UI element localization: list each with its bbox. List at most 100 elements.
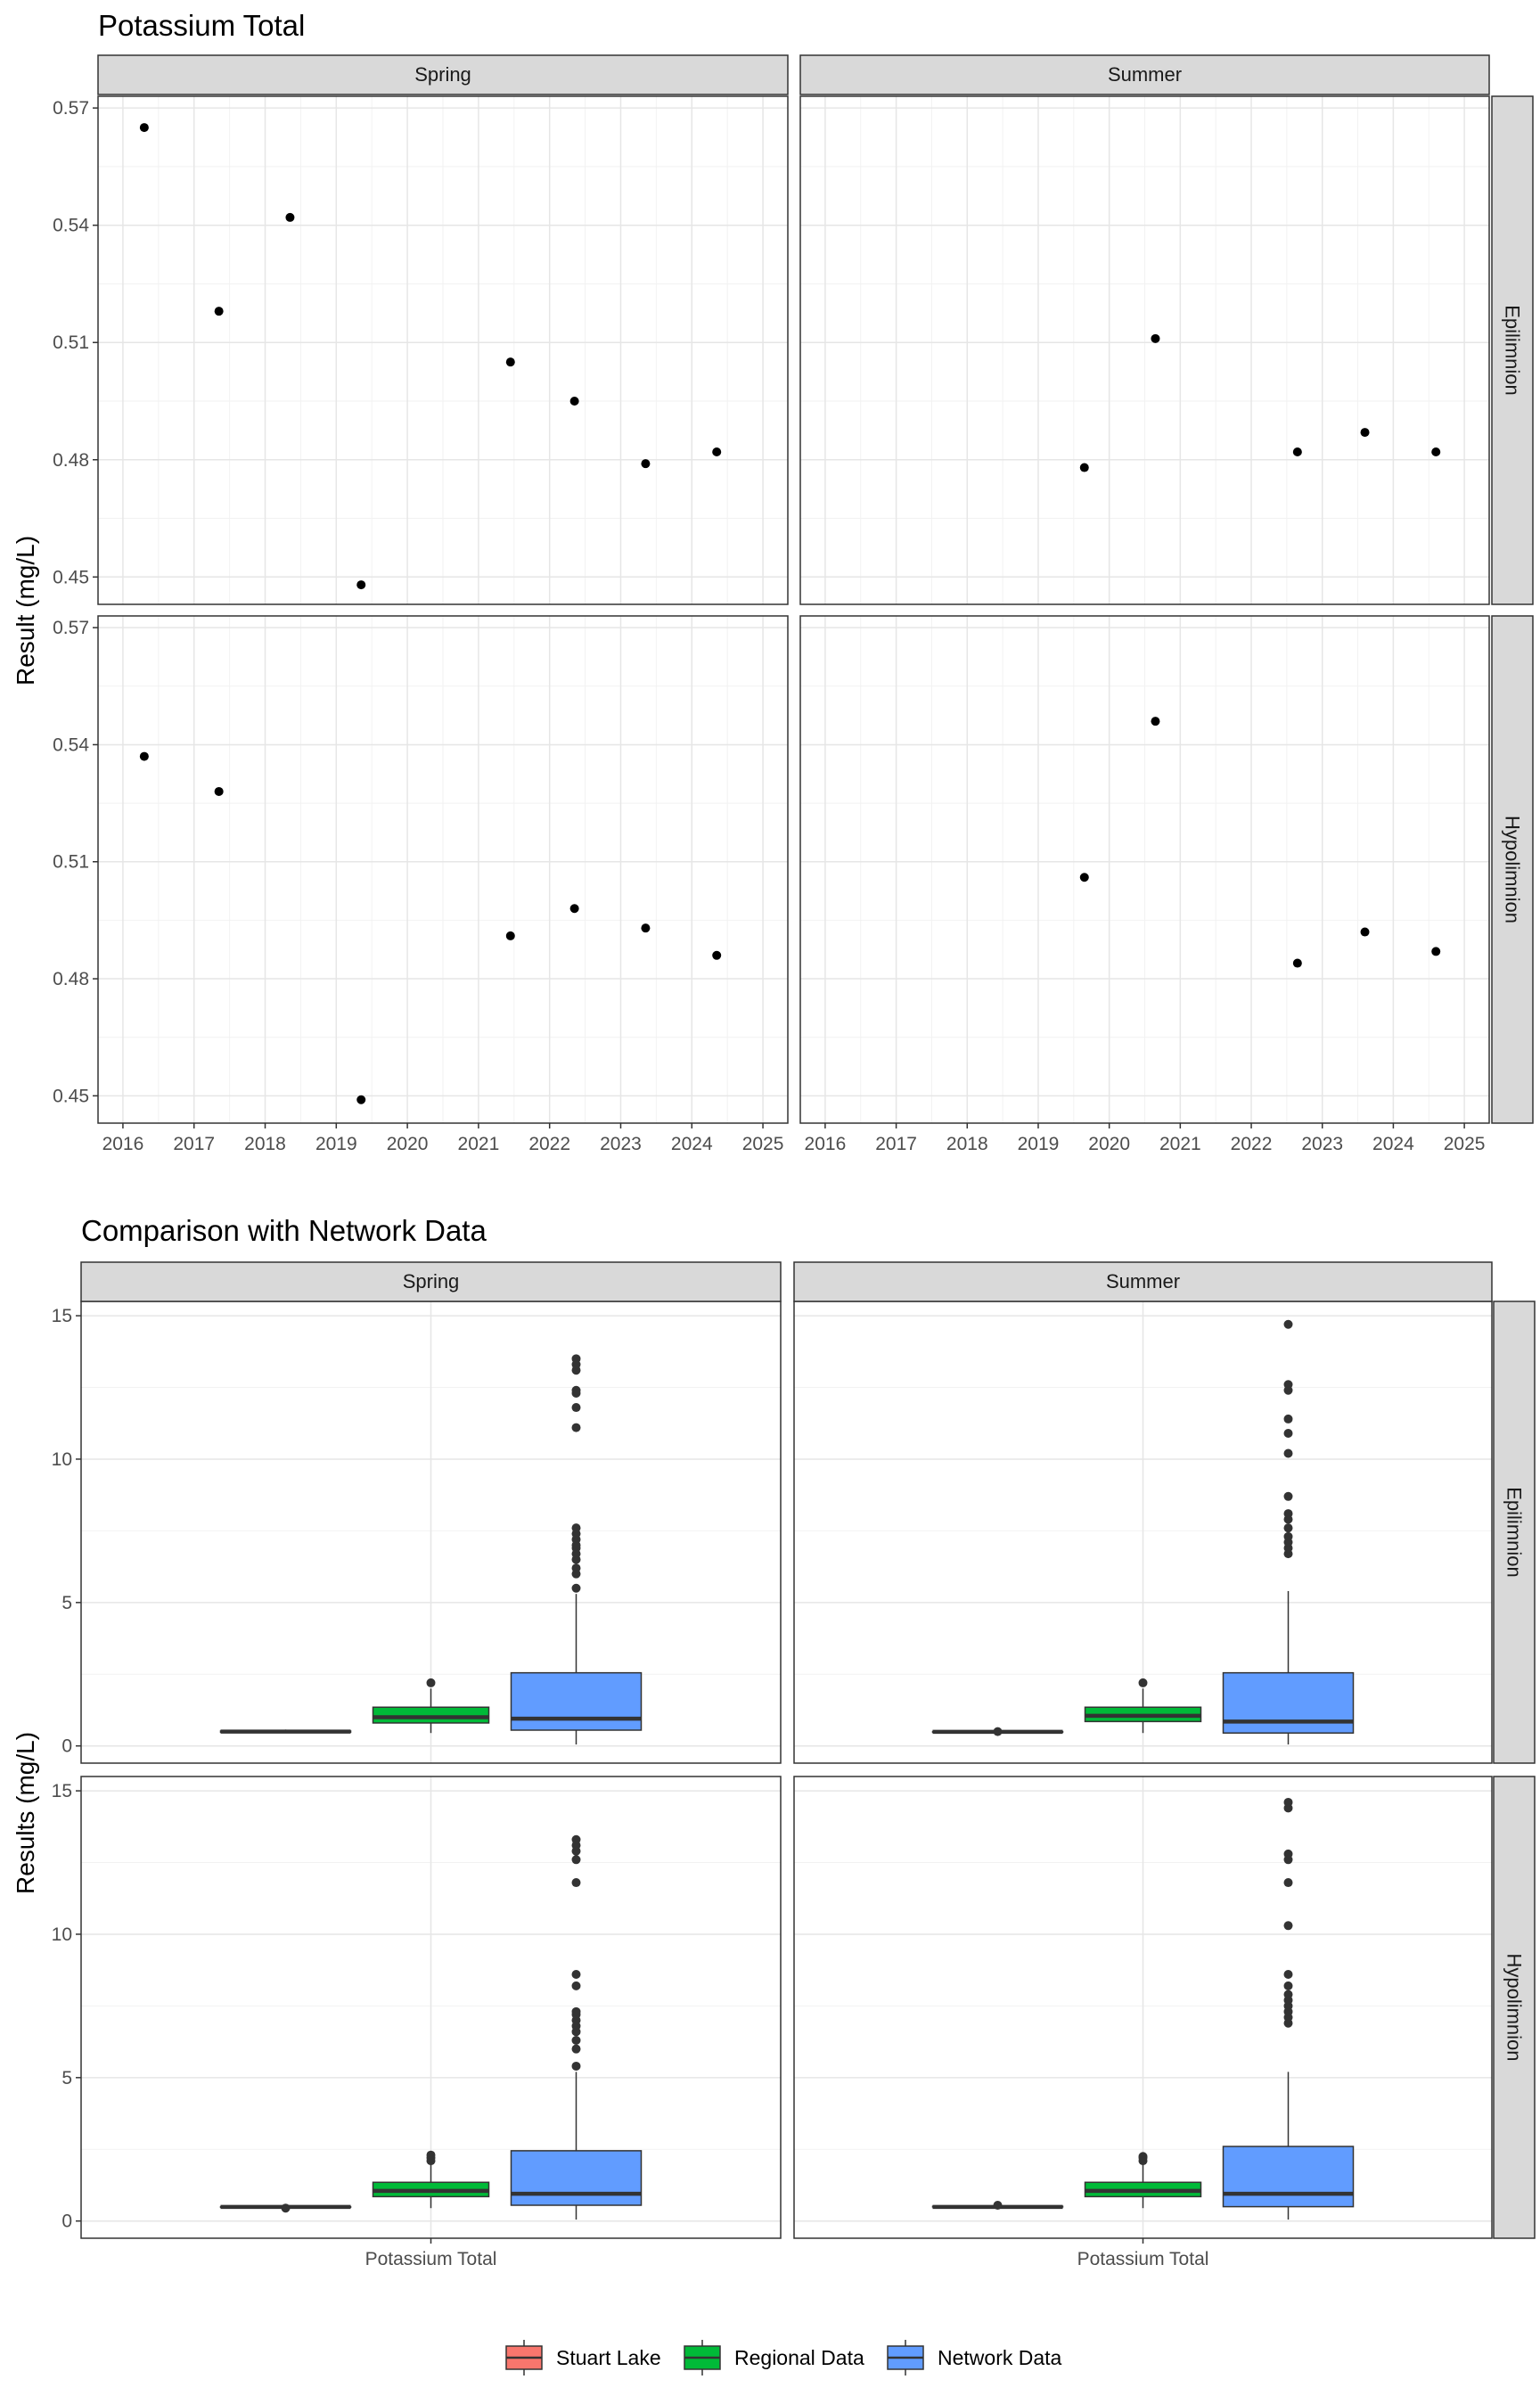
outlier-point (1283, 1981, 1293, 1990)
outlier-point (1283, 1523, 1293, 1533)
y-tick-label: 0.48 (53, 969, 89, 989)
boxplot-chart: Comparison with Network Data Results (mg… (12, 1214, 1536, 2269)
facet-strip-spring (80, 1261, 782, 1302)
facet-label: Summer (1106, 1270, 1180, 1292)
outlier-point (571, 1878, 581, 1888)
outlier-point (426, 2150, 436, 2160)
outlier-point (1283, 1531, 1293, 1541)
facet-label: Spring (414, 63, 471, 86)
facet-label: Spring (403, 1270, 460, 1292)
outlier-point (571, 1354, 581, 1364)
box-regional-data (372, 1678, 490, 1734)
box-stuart-lake (219, 1729, 352, 1734)
box-network-data (510, 1834, 643, 2220)
x-tick-label: 2019 (315, 1134, 357, 1154)
outlier-point (571, 1423, 581, 1432)
box-stuart-lake (931, 1727, 1064, 1736)
x-tick-label: 2023 (600, 1134, 642, 1154)
x-tick-label: 2016 (805, 1134, 847, 1154)
outlier-point (1138, 1678, 1148, 1687)
data-point (1431, 947, 1441, 956)
outlier-point (1283, 1849, 1293, 1859)
x-tick-label: 2018 (244, 1134, 286, 1154)
data-point (1360, 927, 1370, 937)
outlier-point (1283, 1921, 1293, 1931)
legend-label: Regional Data (734, 2346, 864, 2369)
box-stuart-lake (219, 2203, 352, 2213)
box-regional-data (1084, 2152, 1202, 2209)
box-network-data (1222, 1797, 1355, 2220)
facet-strip-spring (97, 54, 789, 95)
y-tick-label: 0.54 (53, 734, 89, 755)
box-iqr (510, 1671, 643, 1731)
facet-label: Hypolimnion (1503, 1953, 1526, 2061)
x-tick-label: 2021 (1159, 1134, 1201, 1154)
x-tick-label: 2022 (1231, 1134, 1273, 1154)
facet-label: Summer (1108, 63, 1182, 86)
outlier-point (1283, 1509, 1293, 1519)
y-tick-label: 0.54 (53, 216, 89, 236)
outlier-point (1283, 1970, 1293, 1979)
y-tick-label: 0.45 (53, 1086, 89, 1106)
chart-title: Comparison with Network Data (81, 1214, 487, 1247)
y-tick-label: 0.51 (53, 852, 89, 873)
y-tick-label: 0.51 (53, 332, 89, 353)
y-tick-label: 0.57 (53, 98, 89, 119)
data-point (569, 397, 579, 406)
outlier-point (571, 2044, 581, 2054)
outlier-point (1283, 1414, 1293, 1424)
data-point (569, 904, 579, 914)
x-tick-label: 2025 (1444, 1134, 1486, 1154)
outlier-point (571, 1855, 581, 1865)
facet-strip-hypolimnion (1491, 615, 1534, 1124)
outlier-point (993, 1727, 1003, 1736)
data-point (641, 923, 651, 933)
outlier-point (571, 1385, 581, 1395)
x-tick-label: 2018 (946, 1134, 988, 1154)
panel-border (97, 95, 789, 605)
y-tick-label: 0.48 (53, 450, 89, 471)
box-regional-data (372, 2150, 490, 2209)
y-tick-label: 5 (61, 1593, 72, 1613)
outlier-point (571, 2036, 581, 2045)
legend-item-regional-data: Regional Data (684, 2340, 864, 2375)
y-tick-label: 10 (52, 1449, 72, 1470)
chart-title: Potassium Total (98, 9, 305, 42)
data-point (356, 580, 366, 590)
legend-item-network-data: Network Data (887, 2340, 1062, 2375)
outlier-point (571, 1563, 581, 1573)
facet-label: Epilimnion (1503, 1487, 1526, 1578)
x-tick-label: 2017 (875, 1134, 917, 1154)
box-regional-data (1084, 1678, 1202, 1734)
box-stuart-lake (931, 2201, 1064, 2210)
legend-label: Network Data (938, 2346, 1062, 2369)
facet-strip-hypolimnion (1493, 1776, 1536, 2239)
data-point (139, 123, 149, 133)
x-tick-label: 2024 (1372, 1134, 1414, 1154)
data-point (1292, 958, 1302, 968)
outlier-point (426, 1678, 436, 1687)
y-axis-label: Results (mg/L) (12, 1732, 39, 1894)
data-point (1292, 447, 1302, 456)
facet-strip-summer (793, 1261, 1493, 1302)
outlier-point (571, 1981, 581, 1990)
data-point (641, 459, 651, 469)
data-point (356, 1095, 366, 1104)
box-iqr (1222, 2146, 1355, 2208)
outlier-point (571, 1403, 581, 1413)
y-tick-label: 0.57 (53, 618, 89, 638)
y-tick-label: 0.45 (53, 567, 89, 587)
outlier-point (1283, 1491, 1293, 1501)
outlier-point (1283, 1319, 1293, 1329)
facet-label: Epilimnion (1502, 305, 1524, 396)
outlier-point (1283, 1380, 1293, 1390)
x-tick-label: 2020 (1088, 1134, 1130, 1154)
outlier-point (1283, 1878, 1293, 1888)
outlier-point (1283, 1429, 1293, 1438)
y-tick-label: 0 (61, 1736, 72, 1757)
x-tick-label: 2022 (528, 1134, 570, 1154)
outlier-point (1138, 2152, 1148, 2162)
legend-item-stuart-lake: Stuart Lake (505, 2340, 661, 2375)
x-tick-label: 2020 (387, 1134, 429, 1154)
y-tick-label: 10 (52, 1924, 72, 1945)
